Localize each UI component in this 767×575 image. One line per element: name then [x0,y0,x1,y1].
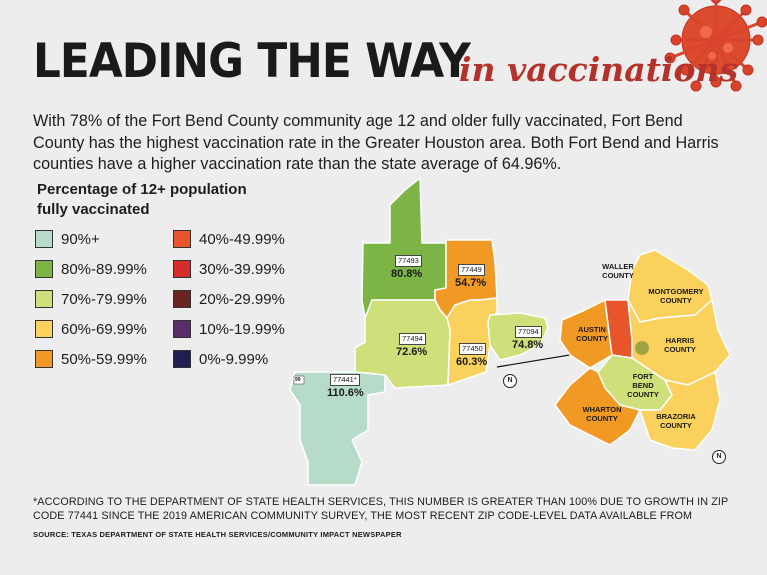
road-shield-label: 99 [295,377,301,383]
zip-label: 77094 [515,326,542,338]
zip-label: 77493 [395,255,422,267]
legend-swatch [173,260,191,278]
legend-item: 80%-89.99% [35,260,147,278]
zip-value: 54.7% [455,277,487,289]
legend-swatch [173,350,191,368]
zip-label: 77450 [459,343,486,355]
north-arrow-icon: N [712,450,726,464]
source-credit: SOURCE: TEXAS DEPARTMENT OF STATE HEALTH… [33,530,402,539]
north-arrow-icon: N [503,374,517,388]
legend-swatch [35,350,53,368]
legend-label: 60%-69.99% [61,320,147,338]
legend-label: 40%-49.99% [199,230,285,248]
legend-swatch [35,320,53,338]
legend-label: 90%+ [61,230,100,248]
legend-label: 30%-39.99% [199,260,285,278]
legend-label: 70%-79.99% [61,290,147,308]
zip-label: 77449 [458,264,485,276]
legend-label: 10%-19.99% [199,320,285,338]
legend-label: 80%-89.99% [61,260,147,278]
legend-title: Percentage of 12+ population fully vacci… [37,181,247,218]
legend-swatch [173,230,191,248]
legend-item: 90%+ [35,230,100,248]
virus-icon [664,0,767,92]
legend-swatch [35,260,53,278]
legend-item: 40%-49.99% [173,230,285,248]
page-title: LEADING THE WAY [33,34,471,89]
legend-item: 0%-9.99% [173,350,268,368]
legend-item: 60%-69.99% [35,320,147,338]
zip-value: 74.8% [512,339,544,351]
zip-region-77441 [289,371,386,486]
legend-label: 20%-29.99% [199,290,285,308]
county-label-harris: HARRIS COUNTY [664,336,696,354]
county-label-fort-bend: FORT BEND COUNTY [627,372,659,399]
county-wharton [554,367,641,446]
zip-label: 77441* [330,374,360,386]
legend-swatch [173,290,191,308]
county-label-montgomery: MONTGOMERY COUNTY [648,287,704,305]
zip-region-77493 [361,177,447,319]
county-label-austin: AUSTIN COUNTY [576,325,608,343]
intro-paragraph: With 78% of the Fort Bend County communi… [33,112,719,173]
legend-swatch [173,320,191,338]
zip-value: 80.8% [391,268,423,280]
legend-label: 50%-59.99% [61,350,147,368]
legend-swatch [35,290,53,308]
county-label-brazoria: BRAZORIA COUNTY [656,412,696,430]
legend-swatch [35,230,53,248]
county-brazoria [639,371,721,451]
legend-item: 20%-29.99% [173,290,285,308]
zip-value: 72.6% [396,346,428,358]
county-label-wharton: WHARTON COUNTY [582,405,622,423]
zip-value: 60.3% [456,356,488,368]
footnote: *ACCORDING TO THE DEPARTMENT OF STATE HE… [33,496,729,522]
legend-item: 70%-79.99% [35,290,147,308]
legend-item: 50%-59.99% [35,350,147,368]
page-subtitle: in vaccinations [459,50,739,89]
legend-item: 30%-39.99% [173,260,285,278]
legend-label: 0%-9.99% [199,350,269,368]
county-label-waller: WALLER COUNTY [602,262,634,280]
zip-label: 77494 [399,333,426,345]
zip-value: 110.6% [327,387,364,399]
legend-item: 10%-19.99% [173,320,285,338]
